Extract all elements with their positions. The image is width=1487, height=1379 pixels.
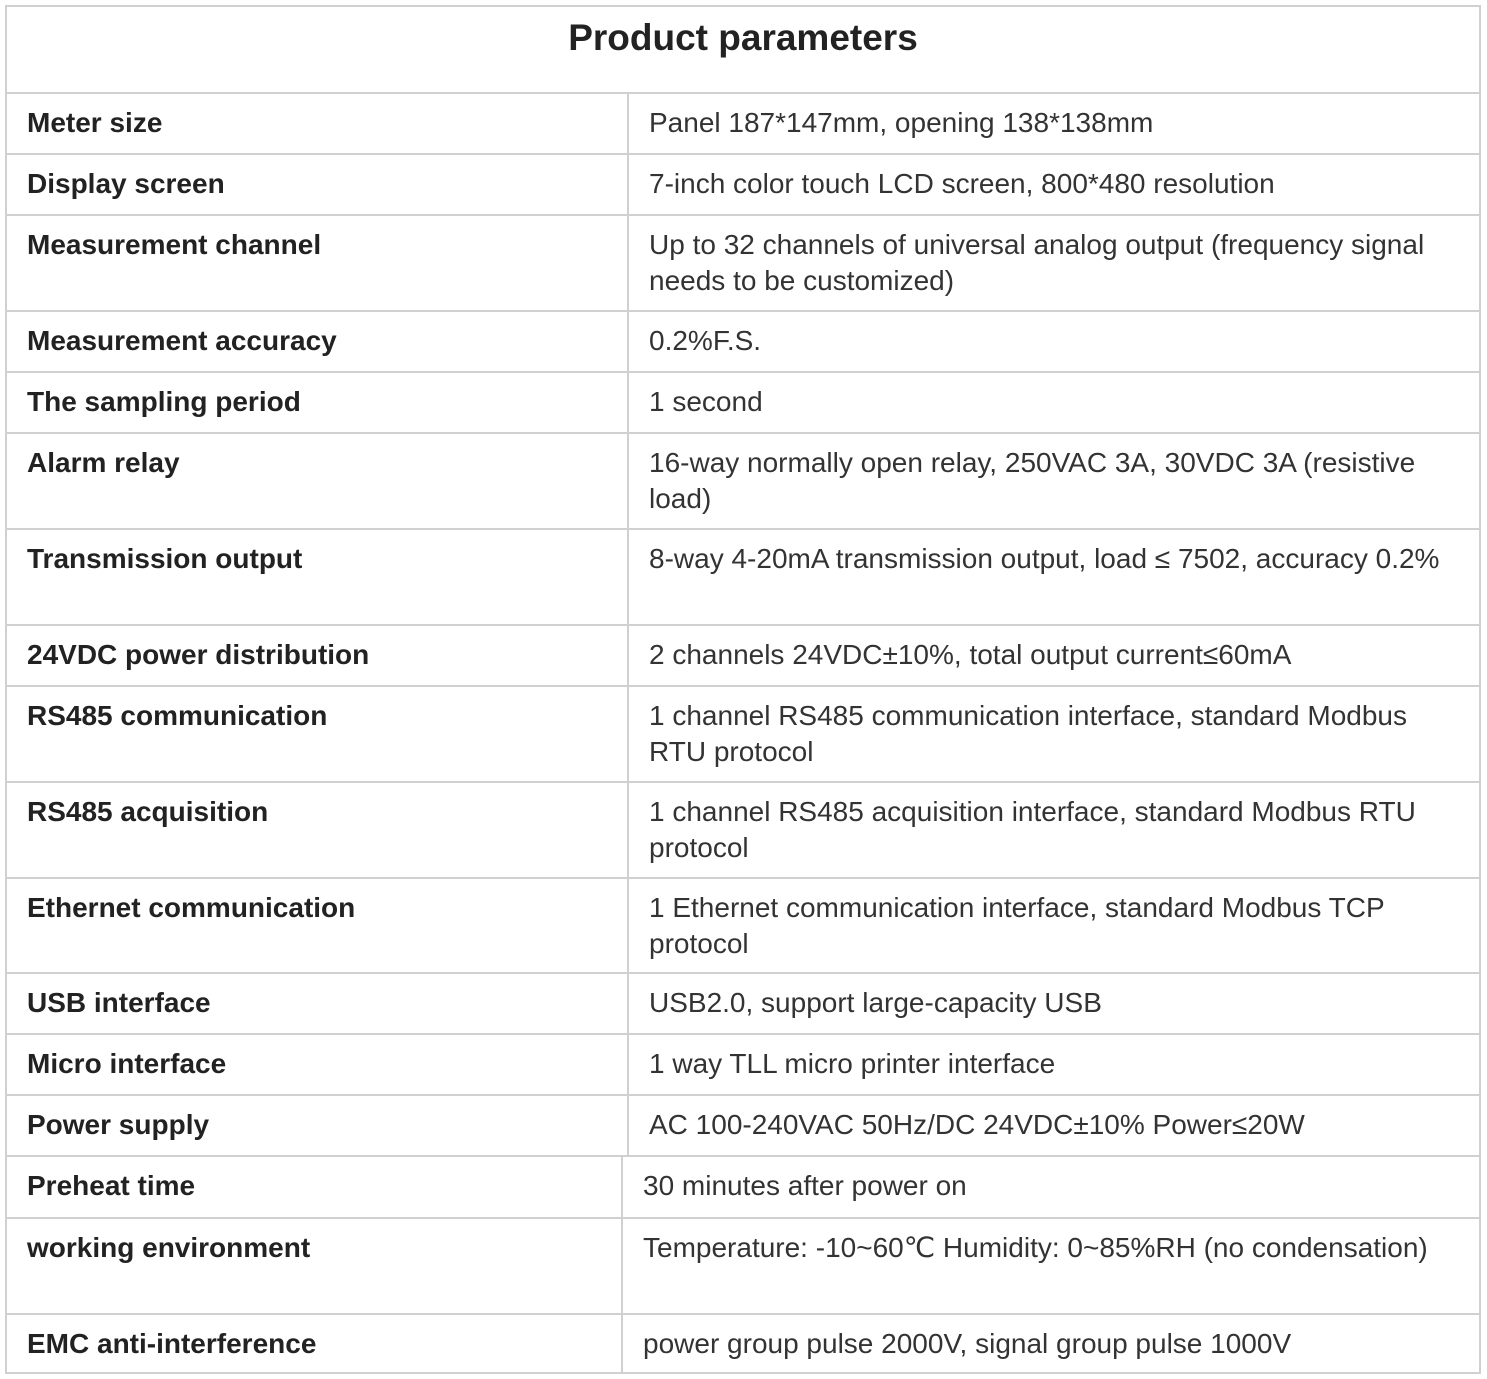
table-row: 24VDC power distribution 2 channels 24VDC…	[7, 626, 1479, 687]
parameter-table: Product parameters Meter size Panel 187*1…	[5, 5, 1481, 1374]
parameter-name: The sampling period	[27, 386, 301, 417]
table-row: Preheat time 30 minutes after power on	[7, 1157, 1479, 1219]
parameter-name: Preheat time	[27, 1170, 196, 1201]
parameter-value: 1 channel RS485 communication interface,…	[627, 687, 1479, 781]
table-row: Alarm relay 16-way normally open relay, 2…	[7, 434, 1479, 530]
table-row: RS485 communication 1 channel RS485 commu…	[7, 687, 1479, 783]
parameter-value: 1 channel RS485 acquisition interface, s…	[627, 783, 1479, 877]
parameter-name: Measurement channel	[27, 229, 322, 260]
parameter-value: Temperature: -10~60℃ Humidity: 0~85%RH (…	[621, 1219, 1479, 1313]
parameter-name: 24VDC power distribution	[27, 639, 370, 670]
table-title: Product parameters	[7, 7, 1479, 94]
parameter-name: Measurement accuracy	[27, 325, 337, 356]
parameter-value: USB2.0, support large-capacity USB	[627, 974, 1479, 1033]
table-row: Display screen 7-inch color touch LCD scr…	[7, 155, 1479, 216]
parameter-name: Display screen	[27, 168, 225, 199]
table-row: Micro interface 1 way TLL micro printer i…	[7, 1035, 1479, 1096]
parameter-name: RS485 acquisition	[27, 796, 269, 827]
parameter-value: power group pulse 2000V, signal group pu…	[621, 1315, 1479, 1374]
parameter-value: Panel 187*147mm, opening 138*138mm	[627, 94, 1479, 153]
table-row: Power supply AC 100-240VAC 50Hz/DC 24VDC±…	[7, 1096, 1479, 1157]
parameter-name: RS485 communication	[27, 700, 328, 731]
table-row: USB interface USB2.0, support large-capac…	[7, 974, 1479, 1035]
parameter-value: 1 second	[627, 373, 1479, 432]
parameter-name: Alarm relay	[27, 447, 180, 478]
parameter-name: USB interface	[27, 987, 211, 1018]
parameter-value: 30 minutes after power on	[621, 1157, 1479, 1217]
parameter-value: 7-inch color touch LCD screen, 800*480 r…	[627, 155, 1479, 214]
table-row: Measurement accuracy 0.2%F.S.	[7, 312, 1479, 373]
table-row: Measurement channel Up to 32 channels of …	[7, 216, 1479, 312]
parameter-name: Ethernet communication	[27, 892, 356, 923]
parameter-name: Power supply	[27, 1109, 210, 1140]
parameter-name: working environment	[27, 1232, 311, 1263]
parameter-value: 2 channels 24VDC±10%, total output curre…	[627, 626, 1479, 685]
parameter-value: 16-way normally open relay, 250VAC 3A, 3…	[627, 434, 1479, 528]
table-row: Ethernet communication 1 Ethernet communi…	[7, 879, 1479, 974]
parameter-name: EMC anti-interference	[27, 1328, 317, 1359]
parameter-value: 1 Ethernet communication interface, stan…	[627, 879, 1479, 972]
parameter-value: AC 100-240VAC 50Hz/DC 24VDC±10% Power≤20…	[627, 1096, 1479, 1155]
parameter-name: Transmission output	[27, 543, 303, 574]
parameter-name: Micro interface	[27, 1048, 227, 1079]
parameter-name: Meter size	[27, 107, 163, 138]
table-row: Meter size Panel 187*147mm, opening 138*1…	[7, 94, 1479, 155]
table-row: EMC anti-interference power group pulse 2…	[7, 1315, 1479, 1374]
table-row: working environment Temperature: -10~60℃ …	[7, 1219, 1479, 1315]
table-row: The sampling period 1 second	[7, 373, 1479, 434]
parameter-value: 8-way 4-20mA transmission output, load ≤…	[627, 530, 1479, 624]
parameter-value: Up to 32 channels of universal analog ou…	[627, 216, 1479, 310]
parameter-value: 1 way TLL micro printer interface	[627, 1035, 1479, 1094]
table-row: Transmission output 8-way 4-20mA transmis…	[7, 530, 1479, 626]
parameter-value: 0.2%F.S.	[627, 312, 1479, 371]
table-row: RS485 acquisition 1 channel RS485 acquisi…	[7, 783, 1479, 879]
